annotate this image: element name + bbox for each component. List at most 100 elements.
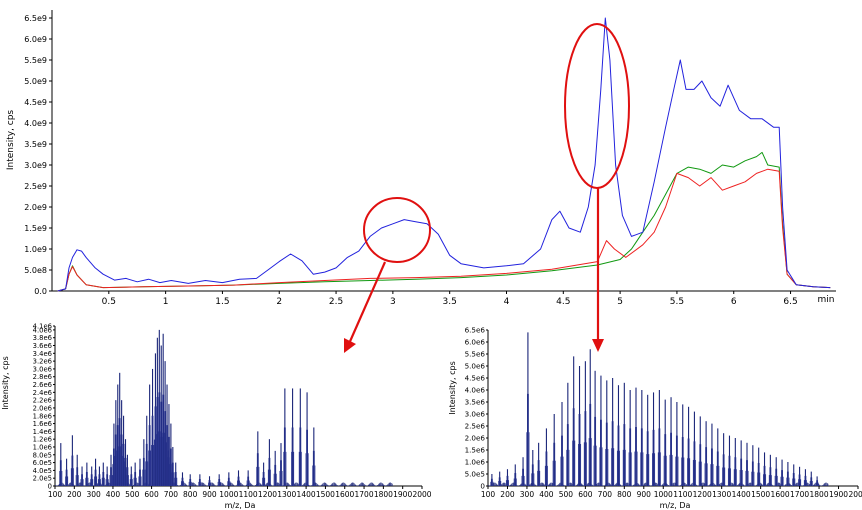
spectrum-left-y-tick-label: 2.8e6 xyxy=(33,373,52,381)
chromatogram-y-tick-label: 5.0e9 xyxy=(24,77,47,86)
spectrum-left-x-tick-label: 200 xyxy=(67,490,82,499)
spectrum-right-x-axis-label: m/z, Da xyxy=(660,501,691,510)
spectrum-right-x-tick-label: 1500 xyxy=(751,490,770,499)
spectrum-left-x-tick-label: 900 xyxy=(202,490,217,499)
spectrum-left-x-tick-label: 700 xyxy=(164,490,179,499)
chromatogram-y-tick-label: 4.0e9 xyxy=(24,119,47,128)
spectrum-right-y-tick-label: 5.5e6 xyxy=(465,350,486,359)
spectrum-right-x-tick-label: 1400 xyxy=(732,490,751,499)
chromatogram-y-tick-label: 0.0 xyxy=(34,287,47,296)
spectrum-left-x-tick-label: 1000 xyxy=(219,490,238,499)
mass-spectrum-left-chart: Intensity, cps m/z, Da 100 200 300 400 500 60… xyxy=(1,323,432,510)
spectrum-left-y-tick-label: 2.0e5 xyxy=(33,475,52,483)
chromatogram-x-tick-label: 1.5 xyxy=(215,297,229,307)
spectrum-right-x-tick-label: 400 xyxy=(539,490,554,499)
spectrum-left-y-tick-label: 4.0e6 xyxy=(33,326,52,334)
spectrum-left-y-tick-label: 2.4e6 xyxy=(33,389,52,397)
chromatogram-x-tick-label: 0.5 xyxy=(102,297,116,307)
spectrum-right-x-tick-label: 1100 xyxy=(673,490,692,499)
spectrum-left-x-tick-label: 1700 xyxy=(355,490,374,499)
spectrum-left-y-tick-label: 2.6e6 xyxy=(33,381,52,389)
chromatogram-x-tick-label: 6.5 xyxy=(783,297,797,307)
spectrum-left-x-tick-label: 1600 xyxy=(335,490,354,499)
chromatogram-x-tick-label: 5 xyxy=(617,297,623,307)
spectrum-right-x-tick-label: 1000 xyxy=(654,490,673,499)
chromatogram-y-tick-label: 2.5e9 xyxy=(24,182,47,191)
spectrum-left-x-tick-label: 1800 xyxy=(374,490,393,499)
chromatogram-x-tick-label: 6 xyxy=(731,297,737,307)
spectrum-left-y-tick-label: 0 xyxy=(48,483,52,491)
chromatogram-series-line xyxy=(57,151,831,292)
spectrum-left-y-axis-label: Intensity, cps xyxy=(1,356,10,410)
spectrum-left-y-tick-label: 1.8e6 xyxy=(33,412,52,420)
spectrum-left-y-tick-label: 3.6e6 xyxy=(33,342,52,350)
spectrum-right-y-tick-label: 6.0e6 xyxy=(465,338,486,347)
spectrum-left-x-tick-label: 800 xyxy=(183,490,198,499)
chromatogram-x-tick-label: 4 xyxy=(504,297,510,307)
chromatogram-chart: Intensity, cps min 0.5 1 1.5 2 2.5 3 3.5 4 4.5 5 5… xyxy=(6,10,836,307)
chromatogram-y-tick-label: 6.5e9 xyxy=(24,14,47,23)
spectrum-left-y-tick-label: 2.2e6 xyxy=(33,397,52,405)
spectrum-left-y-tick-label: 3.4e6 xyxy=(33,350,52,358)
chromatogram-x-tick-label: 2 xyxy=(276,297,282,307)
spectrum-left-x-tick-label: 300 xyxy=(86,490,101,499)
spectrum-left-x-tick-label: 400 xyxy=(106,490,121,499)
spectrum-right-y-tick-label: 5.0e5 xyxy=(465,470,485,479)
spectrum-left-y-tick-label: 6.0e5 xyxy=(33,459,52,467)
spectrum-left-y-tick-label: 4.1e6 xyxy=(33,323,52,331)
spectrum-right-x-tick-label: 1800 xyxy=(810,490,829,499)
spectrum-left-x-tick-label: 2000 xyxy=(412,490,431,499)
spectrum-right-x-tick-label: 2000 xyxy=(848,490,862,499)
spectrum-left-x-tick-label: 100 xyxy=(48,490,63,499)
spectrum-left-x-tick-label: 600 xyxy=(144,490,159,499)
chromatogram-y-tick-label: 5.5e9 xyxy=(24,56,47,65)
chromatogram-series-line xyxy=(57,168,831,292)
spectrum-left-x-tick-label: 1500 xyxy=(316,490,335,499)
spectrum-left-x-axis-label: m/z, Da xyxy=(225,501,256,510)
spectrum-left-y-tick-label: 4.0e5 xyxy=(33,467,52,475)
chromatogram-y-tick-label: 3.5e9 xyxy=(24,140,47,149)
spectrum-left-y-tick-label: 3.0e6 xyxy=(33,365,52,373)
spectrum-right-x-tick-label: 500 xyxy=(559,490,574,499)
spectrum-left-x-tick-label: 1900 xyxy=(393,490,412,499)
chromatogram-y-tick-label: 4.5e9 xyxy=(24,98,47,107)
spectrum-left-x-tick-label: 1200 xyxy=(258,490,277,499)
spectrum-left-y-tick-label: 2.0e6 xyxy=(33,404,52,412)
chromatogram-x-tick-label: 2.5 xyxy=(329,297,343,307)
spectrum-right-y-tick-label: 3.0e6 xyxy=(465,410,486,419)
chromatogram-y-tick-label: 6.0e9 xyxy=(24,35,47,44)
chromatogram-y-tick-label: 1.5e9 xyxy=(24,224,47,233)
spectrum-left-y-tick-label: 3.2e6 xyxy=(33,358,52,366)
spectrum-right-y-tick-label: 4.5e6 xyxy=(465,374,486,383)
chromatogram-x-axis-label: min xyxy=(818,295,835,305)
spectrum-right-y-tick-label: 1.5e6 xyxy=(465,446,486,455)
spectrum-right-y-tick-label: 2.0e6 xyxy=(465,434,486,443)
spectrum-left-x-tick-label: 1300 xyxy=(277,490,296,499)
spectrum-right-x-tick-label: 900 xyxy=(637,490,652,499)
chromatogram-y-tick-label: 5.0e8 xyxy=(24,266,47,275)
chromatogram-y-tick-label: 1.0e9 xyxy=(24,245,47,254)
spectrum-right-x-tick-label: 1600 xyxy=(771,490,790,499)
chromatogram-x-tick-label: 3.5 xyxy=(443,297,457,307)
spectrum-left-y-tick-label: 3.8e6 xyxy=(33,334,52,342)
chromatogram-y-axis-label: Intensity, cps xyxy=(6,110,16,171)
spectrum-left-x-tick-label: 1100 xyxy=(239,490,258,499)
spectrum-left-x-tick-label: 500 xyxy=(125,490,140,499)
spectrum-right-y-tick-label: 6.5e6 xyxy=(465,326,486,335)
spectrum-right-y-tick-label: 5.0e6 xyxy=(465,362,486,371)
spectrum-left-x-tick-label: 1400 xyxy=(297,490,316,499)
mass-spectrum-right-chart: Intensity, cps m/z, Da 100 200 300 400 500 60… xyxy=(448,326,862,510)
spectrum-right-y-tick-label: 4.0e6 xyxy=(465,386,486,395)
spectrum-right-x-tick-label: 600 xyxy=(578,490,593,499)
chromatogram-y-tick-label: 3.0e9 xyxy=(24,161,47,170)
chromatogram-x-tick-label: 3 xyxy=(390,297,396,307)
spectrum-left-y-tick-label: 1.6e6 xyxy=(33,420,52,428)
spectrum-right-x-tick-label: 1700 xyxy=(790,490,809,499)
spectrum-left-y-tick-label: 1.4e6 xyxy=(33,428,52,436)
spectrum-left-y-tick-label: 1.0e6 xyxy=(33,443,52,451)
spectrum-right-y-tick-label: 1.0e6 xyxy=(465,458,486,467)
spectrum-right-x-tick-label: 300 xyxy=(520,490,535,499)
spectrum-right-y-axis-label: Intensity, cps xyxy=(448,361,457,415)
spectrum-right-y-tick-label: 3.5e6 xyxy=(465,398,486,407)
spectrum-left-y-tick-label: 8.0e5 xyxy=(33,451,52,459)
